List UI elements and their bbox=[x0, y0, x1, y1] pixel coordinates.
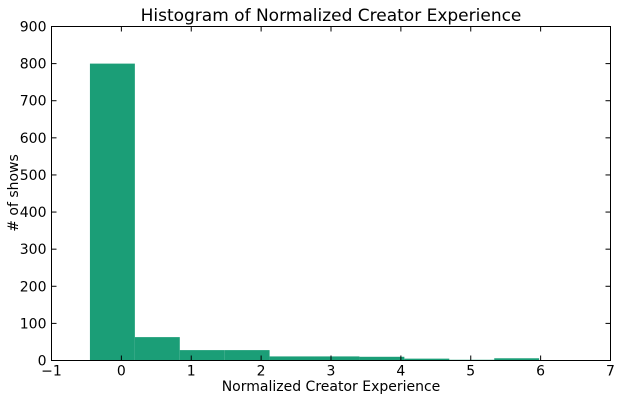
x-tick-label: 7 bbox=[606, 364, 615, 380]
x-tick-label: 6 bbox=[536, 364, 545, 380]
histogram-bar bbox=[224, 350, 270, 361]
x-tick-label: 4 bbox=[396, 364, 405, 380]
x-tick-label: 0 bbox=[117, 364, 126, 380]
histogram-bar bbox=[134, 337, 180, 361]
y-tick-label: 900 bbox=[20, 20, 47, 36]
y-tick-label: 800 bbox=[20, 57, 47, 73]
chart-title: Histogram of Normalized Creator Experien… bbox=[141, 6, 522, 26]
x-tick-label: 2 bbox=[257, 364, 266, 380]
y-tick-label: 100 bbox=[20, 316, 47, 332]
y-tick-label: 200 bbox=[20, 279, 47, 295]
y-tick-label: 600 bbox=[20, 131, 47, 147]
histogram-bar bbox=[269, 356, 315, 361]
y-tick-label: 0 bbox=[38, 354, 47, 370]
plot-frame bbox=[51, 26, 611, 361]
bars-layer bbox=[89, 63, 540, 361]
y-tick-label: 300 bbox=[20, 242, 47, 258]
histogram-bar bbox=[314, 356, 360, 361]
x-tick-label: 1 bbox=[187, 364, 196, 380]
x-axis-label: Normalized Creator Experience bbox=[222, 379, 441, 395]
x-tick-label: 5 bbox=[466, 364, 475, 380]
y-tick-label: 700 bbox=[20, 94, 47, 110]
y-tick-label: 400 bbox=[20, 205, 47, 221]
histogram-bar bbox=[89, 63, 135, 361]
histogram-bar bbox=[179, 350, 225, 361]
histogram-bar bbox=[494, 358, 540, 361]
ticks-layer bbox=[51, 26, 611, 361]
histogram-bar bbox=[359, 356, 405, 361]
y-axis-label: # of shows bbox=[6, 154, 22, 232]
x-tick-label: 3 bbox=[327, 364, 336, 380]
histogram-bar bbox=[404, 358, 450, 361]
y-tick-label: 500 bbox=[20, 168, 47, 184]
x-tick-label: −1 bbox=[41, 364, 62, 380]
